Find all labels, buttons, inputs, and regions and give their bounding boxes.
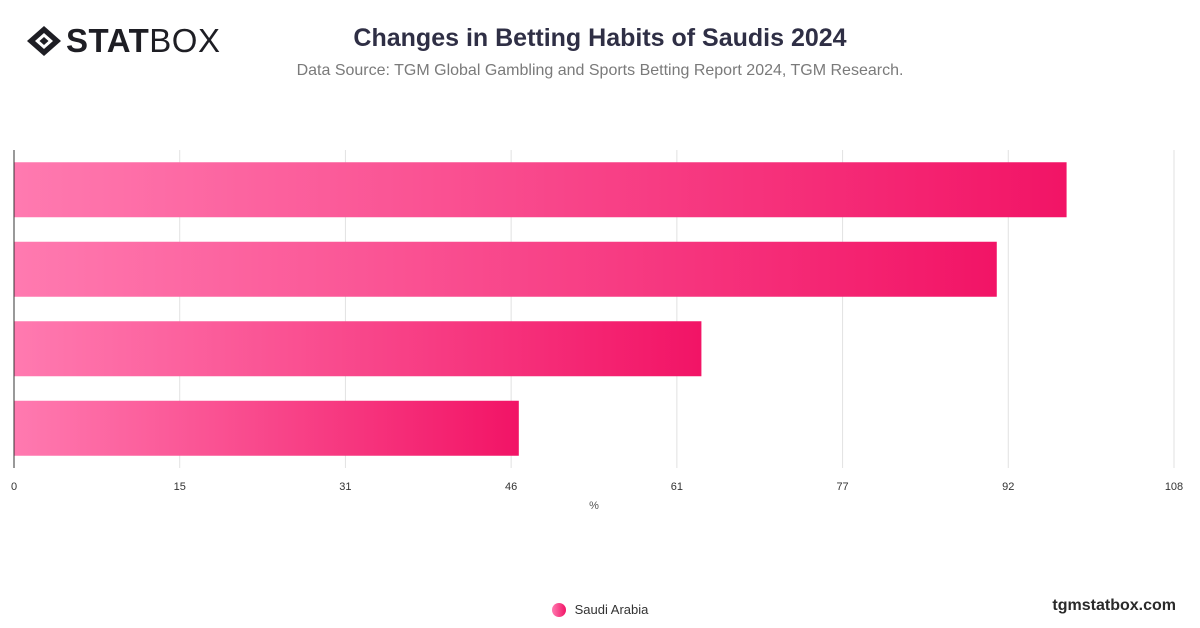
statbox-logo[interactable]: STATBOX [26, 24, 220, 57]
bar-layer [14, 162, 1067, 456]
x-tick-label: 61 [671, 481, 683, 493]
logo-wordmark: STATBOX [66, 24, 220, 57]
logo-wordmark-light: BOX [149, 22, 221, 59]
bar[interactable] [14, 400, 519, 456]
legend-swatch [551, 602, 566, 617]
x-tick-label: 92 [1002, 481, 1014, 493]
logo-wordmark-bold: STAT [66, 22, 150, 59]
chart-subtitle: Data Source: TGM Global Gambling and Spo… [296, 62, 904, 79]
watermark: tgmstatbox.com [1052, 597, 1176, 614]
legend-label: Saudi Arabia [574, 602, 649, 617]
x-tick-label: 15 [174, 481, 186, 493]
bar[interactable] [14, 321, 702, 377]
x-tick-label: 77 [836, 481, 848, 493]
diamond-logo-icon [27, 25, 61, 56]
x-tick-label: 108 [1165, 481, 1183, 493]
bar[interactable] [14, 162, 1067, 218]
legend[interactable]: Saudi Arabia [0, 602, 1200, 617]
x-tick-label: 0 [11, 481, 17, 493]
x-tick-label: 46 [505, 481, 517, 493]
axis-layer: 0 15 31 46 61 77 92 108% [11, 150, 1183, 512]
bar[interactable] [14, 241, 997, 297]
chart-title: Changes in Betting Habits of Saudis 2024 [353, 24, 847, 52]
x-tick-label: 31 [339, 481, 351, 493]
x-axis-title: % [589, 500, 599, 512]
